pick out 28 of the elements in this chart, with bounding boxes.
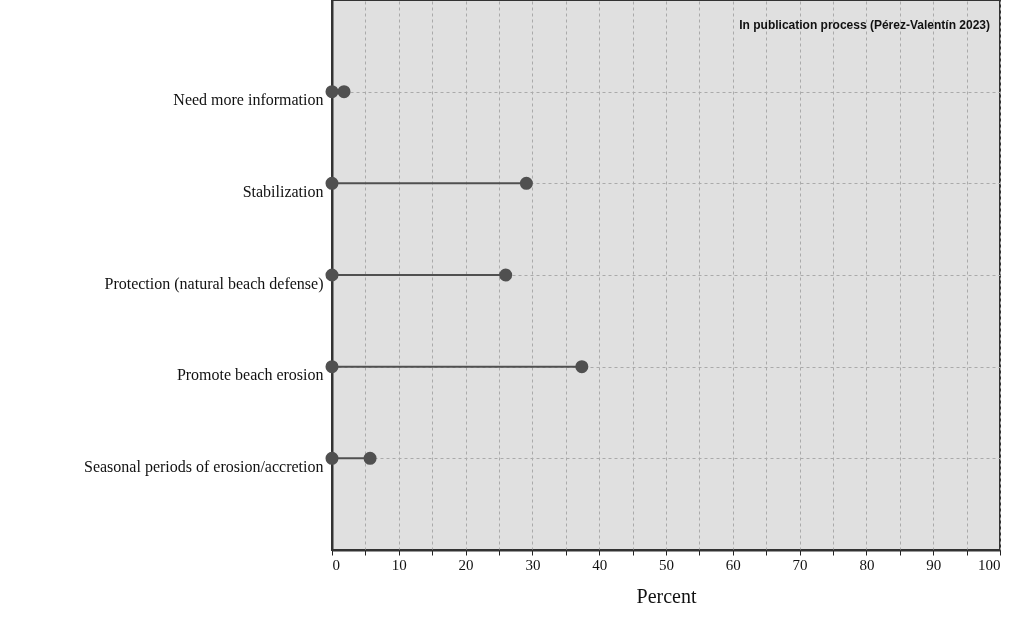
point: [325, 268, 339, 282]
x-tick-label: 70: [792, 556, 808, 573]
point: [363, 451, 377, 465]
y-tick-label: Stabilization: [242, 182, 324, 200]
y-tick-label: Seasonal periods of erosion/accretion: [84, 457, 324, 476]
x-tick-label: 10: [391, 556, 407, 573]
y-tick-label: Protection (natural beach defense): [104, 274, 324, 293]
point: [519, 176, 533, 190]
x-tick-label: 60: [725, 556, 741, 573]
x-tick-label: 20: [458, 556, 474, 573]
point: [325, 451, 339, 465]
point: [575, 360, 589, 374]
point: [499, 268, 513, 282]
y-tick-label: Need more information: [173, 91, 324, 109]
x-tick-label: 40: [592, 556, 608, 573]
annotation: In publication process (Pérez-Valentín 2023): [739, 18, 990, 32]
x-tick-label: 50: [659, 556, 674, 573]
point: [325, 176, 339, 190]
x-tick-label: 90: [926, 556, 942, 573]
point: [325, 85, 339, 99]
y-tick-label: Promote beach erosion: [176, 366, 324, 384]
point: [337, 85, 351, 99]
x-axis-title: Percent: [636, 584, 697, 607]
x-tick-label: 80: [859, 556, 875, 573]
x-tick-label: 0: [332, 556, 340, 573]
x-tick-label: 30: [525, 556, 541, 573]
x-tick-label: 100: [978, 556, 1001, 573]
point: [325, 360, 339, 374]
